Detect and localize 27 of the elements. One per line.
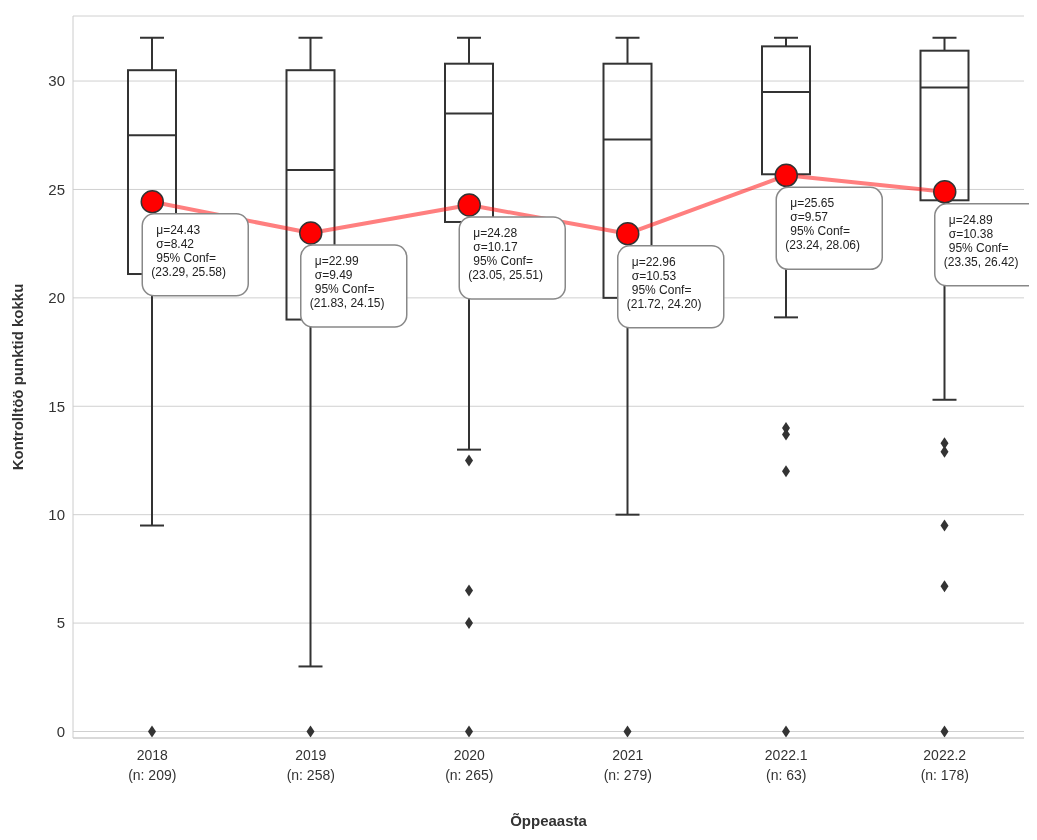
y-tick-label: 10 xyxy=(48,506,65,523)
y-tick-label: 5 xyxy=(56,614,65,632)
x-tick-label: 2018 (n: 209) xyxy=(128,747,177,783)
point xyxy=(140,190,164,214)
x-tick-label: 2021 (n: 279) xyxy=(603,747,652,783)
y-tick-label: 15 xyxy=(48,397,65,415)
x-tick-label: 2022.2 (n: 178) xyxy=(920,747,969,783)
annotation: μ=22.96 σ=10.53 95% Conf= (21.72, 24.20) xyxy=(626,254,702,311)
annotation: μ=24.89 σ=10.38 95% Conf= (23.35, 26.42) xyxy=(943,212,1019,269)
y-tick-label: 30 xyxy=(48,72,65,90)
point xyxy=(299,221,323,245)
annotation: μ=25.65 σ=9.57 95% Conf= (23.24, 28.06) xyxy=(785,196,860,253)
point xyxy=(774,163,798,188)
annotation: μ=22.99 σ=9.49 95% Conf= (21.83, 24.15) xyxy=(309,254,385,311)
point xyxy=(457,193,481,217)
y-tick-label: 0 xyxy=(56,722,65,740)
y-tick-label: 20 xyxy=(48,289,65,307)
point xyxy=(933,180,957,204)
annotation: μ=24.28 σ=10.17 95% Conf= (23.05, 25.51) xyxy=(468,226,543,283)
x-axis-title: Õppeaasta xyxy=(510,812,588,829)
annotation: μ=24.43 σ=8.42 95% Conf= (23.29, 25.58) xyxy=(151,222,226,279)
x-tick-label: 2020 (n: 265) xyxy=(445,747,494,783)
y-axis-title: Kontrolltöö punktid kokku xyxy=(9,283,27,471)
x-tick-label: 2022.1 (n: 63) xyxy=(764,747,808,783)
x-tick-label: 2019 (n: 258) xyxy=(286,747,335,783)
point xyxy=(616,221,640,246)
y-tick-label: 25 xyxy=(48,180,65,198)
